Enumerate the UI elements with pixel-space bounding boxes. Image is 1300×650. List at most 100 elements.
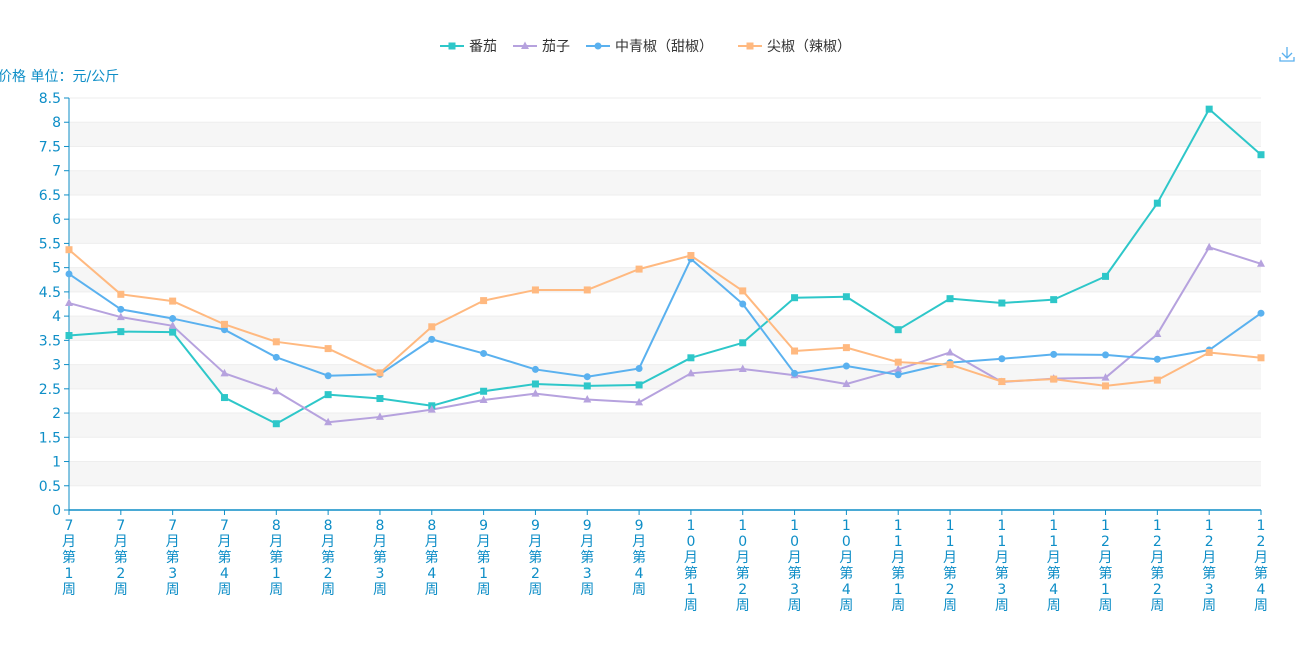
data-point bbox=[480, 297, 488, 305]
legend-item[interactable]: 茄子 bbox=[513, 38, 570, 55]
legend-marker bbox=[746, 42, 754, 50]
legend-item[interactable]: 中青椒（甜椒） bbox=[586, 39, 713, 55]
grid-band bbox=[69, 170, 1261, 195]
data-point bbox=[65, 298, 73, 307]
data-point bbox=[842, 362, 850, 370]
data-point bbox=[791, 347, 799, 355]
x-tick-label: 9 月第 4 周 bbox=[632, 518, 646, 598]
y-tick-label: 0 bbox=[52, 503, 61, 519]
data-point bbox=[169, 328, 177, 336]
x-tick-label: 7 月第 3 周 bbox=[166, 518, 180, 598]
grid-band bbox=[69, 388, 1261, 414]
data-point bbox=[531, 286, 539, 294]
y-tick-label: 3.5 bbox=[39, 333, 61, 349]
series-markers bbox=[65, 105, 1265, 428]
data-point bbox=[376, 395, 384, 403]
data-point bbox=[894, 326, 902, 334]
y-tick-label: 1.5 bbox=[39, 430, 61, 446]
data-point bbox=[998, 299, 1006, 307]
data-point bbox=[116, 312, 125, 321]
data-point bbox=[65, 246, 73, 254]
data-point bbox=[842, 293, 850, 301]
x-tick-label: 1 0 月第 2 周 bbox=[736, 518, 750, 614]
data-point bbox=[1257, 309, 1265, 317]
x-tick-label: 1 1 月第 3 周 bbox=[995, 518, 1009, 614]
grid-band bbox=[69, 340, 1261, 365]
y-tick-label: 5.5 bbox=[39, 236, 61, 252]
x-tick-label: 1 0 月第 4 周 bbox=[839, 518, 853, 614]
data-point bbox=[583, 394, 592, 403]
grid-bands bbox=[69, 98, 1261, 510]
grid-band bbox=[69, 219, 1261, 244]
data-point bbox=[531, 365, 539, 373]
grid-band bbox=[69, 122, 1261, 147]
data-point bbox=[635, 364, 643, 372]
x-tick-label: 1 1 月第 1 周 bbox=[891, 518, 905, 614]
x-tick-label: 8 月第 4 周 bbox=[425, 518, 439, 598]
data-point bbox=[791, 369, 799, 377]
data-point bbox=[169, 315, 177, 323]
y-tick-label: 7.5 bbox=[39, 139, 61, 155]
data-point bbox=[1050, 375, 1058, 383]
y-tick-label: 7 bbox=[52, 164, 61, 180]
x-tick-label: 8 月第 1 周 bbox=[269, 518, 283, 598]
data-point bbox=[324, 372, 332, 380]
legend-marker bbox=[521, 41, 529, 49]
data-point bbox=[220, 394, 228, 402]
data-point bbox=[220, 326, 228, 334]
series-line bbox=[68, 248, 1262, 387]
y-tick-label: 6 bbox=[52, 212, 61, 228]
data-point bbox=[272, 386, 281, 395]
y-tick-label: 3 bbox=[52, 358, 61, 374]
data-point bbox=[1153, 355, 1161, 363]
y-tick-label: 4.5 bbox=[39, 285, 61, 301]
grid-band bbox=[69, 316, 1261, 341]
legend-item[interactable]: 尖椒（辣椒） bbox=[738, 39, 851, 55]
data-point bbox=[324, 391, 332, 399]
y-tick-label: 5 bbox=[52, 261, 61, 277]
data-point bbox=[1101, 373, 1110, 381]
data-point bbox=[220, 320, 228, 328]
y-tick-label: 0.5 bbox=[39, 479, 61, 495]
series-line bbox=[68, 257, 1262, 378]
grid-band bbox=[69, 364, 1261, 389]
data-point bbox=[583, 373, 591, 381]
data-point bbox=[1257, 151, 1265, 159]
x-tick-label: 9 月第 1 周 bbox=[477, 518, 491, 598]
data-point bbox=[894, 364, 903, 373]
data-point bbox=[324, 345, 332, 353]
data-point bbox=[1102, 382, 1110, 390]
data-point bbox=[1257, 354, 1265, 362]
data-point bbox=[1257, 259, 1265, 267]
data-point bbox=[375, 412, 384, 420]
data-point bbox=[1102, 272, 1110, 280]
grid-band bbox=[69, 243, 1261, 268]
data-point bbox=[220, 368, 229, 377]
legend-label: 尖椒（辣椒） bbox=[767, 39, 851, 55]
series-line bbox=[68, 246, 1262, 424]
data-point bbox=[687, 354, 695, 362]
data-point bbox=[479, 395, 488, 403]
y-tick-label: 8.5 bbox=[39, 91, 61, 107]
x-tick-label: 9 月第 2 周 bbox=[528, 518, 542, 598]
data-point bbox=[1205, 348, 1213, 356]
legend-item[interactable]: 番茄 bbox=[440, 38, 497, 55]
data-point bbox=[1205, 105, 1213, 113]
x-axis-ticks: 7 月第 1 周 7 月第 2 周 7 月第 3 周 7 月第 4 周 8 月第 1 周 8 月第 2 周 8 月第 3 周 8 月第 4 周… bbox=[62, 510, 1268, 614]
legend-marker bbox=[594, 42, 602, 50]
data-point bbox=[635, 265, 643, 273]
download-icon[interactable] bbox=[1277, 44, 1297, 64]
y-tick-label: 1 bbox=[52, 455, 61, 471]
y-tick-label: 8 bbox=[52, 115, 61, 131]
data-point bbox=[428, 323, 436, 331]
x-tick-label: 9 月第 3 周 bbox=[580, 518, 594, 598]
x-tick-label: 1 2 月第 3 周 bbox=[1202, 518, 1216, 614]
grid-band bbox=[69, 413, 1261, 438]
x-tick-label: 1 2 月第 4 周 bbox=[1254, 518, 1268, 614]
data-point bbox=[480, 349, 488, 357]
data-point bbox=[480, 387, 488, 395]
legend-label: 中青椒（甜椒） bbox=[615, 39, 713, 55]
data-point bbox=[1153, 376, 1161, 384]
legend-marker bbox=[448, 42, 456, 50]
